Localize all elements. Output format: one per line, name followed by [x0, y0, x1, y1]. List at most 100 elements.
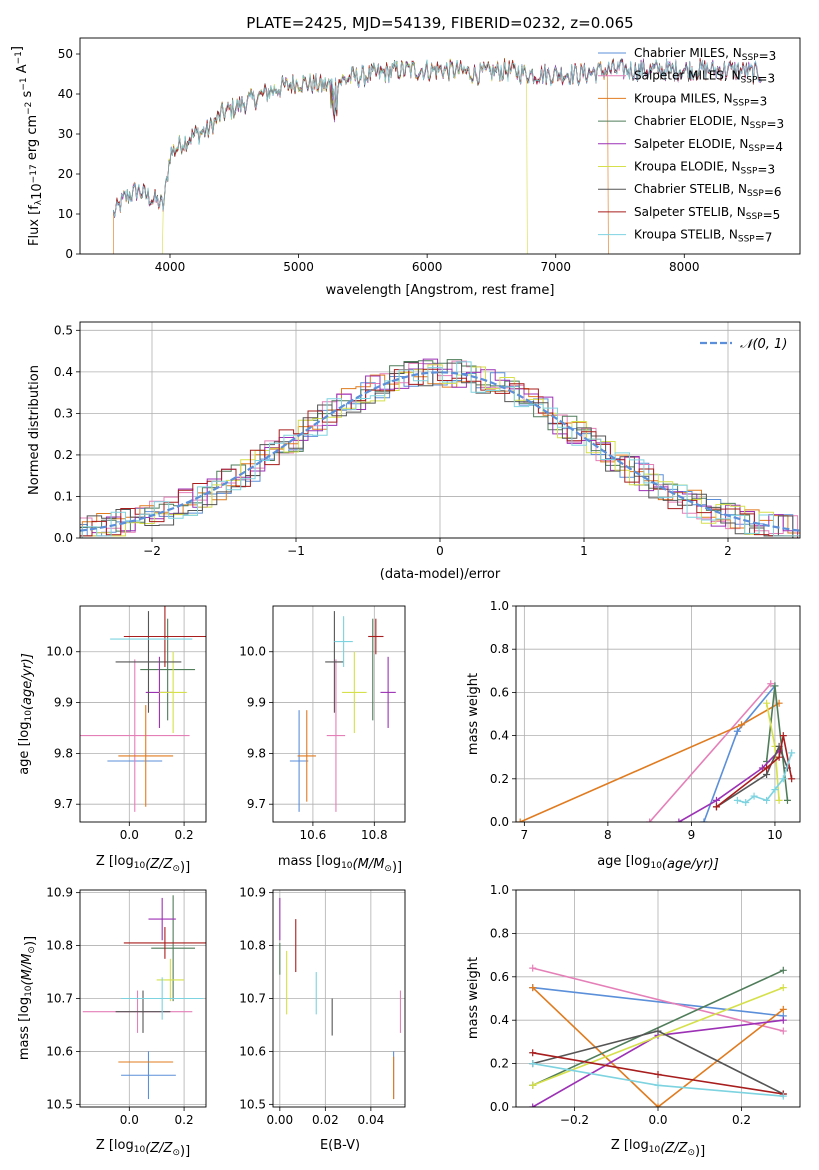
- histogram-step-chabrier-elodie: [80, 359, 794, 538]
- axes-mass_vs_Z: 0.0 0.2 10.5 10.6 10.7 10.8 10.9 Z [log10(Z/Z⊙)…: [17, 886, 207, 1159]
- x-tick-label: 9: [688, 828, 696, 842]
- weight-point-marker: [529, 1103, 537, 1107]
- legend-label: Kroupa MILES, NSSP=3: [634, 91, 767, 108]
- weight-point-marker: [779, 1016, 787, 1024]
- weight-point-marker: [733, 727, 741, 735]
- plot-area-age_vs_mass: [289, 611, 396, 812]
- axes-mass_vs_ebv: 0.00 0.02 0.04 10.5 10.6 10.7 10.8 10.9 E(B-V): [239, 886, 406, 1153]
- y-tick-label: 10.6: [46, 1044, 73, 1058]
- x-tick-label: 5000: [283, 260, 314, 274]
- y-tick-label: 10.9: [46, 886, 73, 900]
- x-tick-label: 8000: [669, 260, 700, 274]
- y-tick-label: 0.6: [490, 970, 509, 984]
- weight-point-marker: [529, 1060, 537, 1068]
- errorbar-point: [80, 659, 190, 812]
- weight-point-marker: [763, 699, 771, 707]
- weight-line: [532, 986, 784, 1017]
- y-tick-label: 10.8: [46, 939, 73, 953]
- y-tick-label: 20: [58, 167, 73, 181]
- weight-point-marker: [779, 966, 787, 974]
- axes-residuals: −2 −1 0 1 2 0.0 0.1 0.2 0.3 0.4 0.5 (data-model)/er…: [27, 321, 801, 582]
- plot-area-weight_vs_age: [516, 680, 796, 822]
- weight-point-marker: [763, 770, 771, 778]
- y-tick-label: 0: [65, 247, 73, 261]
- errorbar-point: [342, 651, 367, 734]
- plot-area-residuals: [80, 358, 800, 538]
- y-tick-label: 10.6: [239, 1044, 266, 1058]
- axes-frame: [272, 605, 406, 823]
- y-tick-label: 10.0: [239, 645, 266, 659]
- plot-area-age_vs_Z: [80, 606, 206, 812]
- weight-point-marker: [779, 984, 787, 992]
- weight-point-marker: [675, 818, 683, 822]
- histogram-step-salpeter-miles: [80, 360, 799, 538]
- axes-spectrum: 4000 5000 6000 7000 8000 0 10 20 30 40 50 wavelengt…: [10, 37, 801, 298]
- legend-label: Kroupa ELODIE, NSSP=3: [634, 160, 775, 177]
- legend-label: Salpeter STELIB, NSSP=5: [634, 205, 780, 222]
- weight-point-marker: [516, 818, 524, 822]
- histogram-step-kroupa-miles: [81, 366, 800, 538]
- errorbar-point: [115, 990, 171, 1033]
- errorbar-point: [289, 710, 309, 812]
- y-tick-label: 0.5: [54, 323, 73, 337]
- x-tick-label: 7000: [540, 260, 571, 274]
- errorbar-point: [123, 927, 206, 959]
- weight-point-marker: [712, 796, 720, 804]
- y-tick-label: 1.0: [490, 599, 509, 613]
- weight-point-marker: [779, 775, 787, 783]
- x-tick-label: 0.04: [358, 1113, 385, 1127]
- x-tick-label: 0.2: [732, 1113, 751, 1127]
- weight-point-marker: [654, 1027, 662, 1035]
- x-tick-label: 0.0: [648, 1113, 667, 1127]
- y-tick-label: 10.8: [239, 939, 266, 953]
- legend-label: Chabrier STELIB, NSSP=6: [634, 182, 782, 199]
- axes-frame: [79, 37, 801, 255]
- weight-point-marker: [788, 749, 796, 757]
- y-tick-label: 0.2: [54, 448, 73, 462]
- plot-area-weight_vs_Z: [529, 964, 787, 1107]
- y-tick-label: 10.5: [239, 1097, 266, 1111]
- legend-label: 𝒩(0, 1): [740, 337, 787, 352]
- x-tick-label: 7: [521, 828, 529, 842]
- weight-point-marker: [738, 721, 746, 729]
- y-tick-label: 10.0: [46, 645, 73, 659]
- y-tick-label: 1.0: [490, 883, 509, 897]
- y-tick-label: 0.4: [490, 1013, 509, 1027]
- weight-line: [648, 683, 772, 822]
- y-tick-label: 0.0: [54, 531, 73, 545]
- x-tick-label: 0.02: [312, 1113, 339, 1127]
- errorbar-point: [326, 659, 346, 812]
- weight-point-marker: [742, 799, 750, 807]
- errorbar-point: [121, 1051, 176, 1100]
- y-tick-label: 9.7: [54, 797, 73, 811]
- y-tick-label: 30: [58, 127, 73, 141]
- x-tick-label: 0: [436, 544, 444, 558]
- x-tick-label: −2: [143, 544, 161, 558]
- x-tick-label: −1: [287, 544, 305, 558]
- x-tick-label: 0.0: [120, 1113, 139, 1127]
- x-tick-label: 1: [580, 544, 588, 558]
- y-tick-label: 10.7: [239, 992, 266, 1006]
- x-axis-label: (data-model)/error: [380, 567, 501, 582]
- errorbar-point: [115, 611, 182, 713]
- weight-point-marker: [733, 796, 741, 804]
- weight-point-marker: [529, 1081, 537, 1089]
- weight-point-marker: [771, 682, 779, 690]
- weight-point-marker: [529, 1049, 537, 1057]
- x-tick-label: 0.00: [266, 1113, 293, 1127]
- x-tick-label: 8: [604, 828, 612, 842]
- y-tick-label: 40: [58, 87, 73, 101]
- x-axis-label: mass [log10(M/M⊙)]: [278, 854, 402, 875]
- weight-point-marker: [779, 1027, 787, 1035]
- axes-age_vs_Z: 0.0 0.2 9.7 9.8 9.9 10.0 Z [log10(Z/Z⊙)] age [l…: [17, 605, 207, 875]
- gaussian-curve: [80, 371, 800, 532]
- x-tick-label: 10.8: [361, 828, 388, 842]
- spectrum-line-kroupa-stelib: [113, 58, 762, 217]
- y-tick-label: 0.8: [490, 642, 509, 656]
- x-tick-label: 4000: [155, 260, 186, 274]
- weight-point-marker: [654, 1081, 662, 1089]
- histogram-step-kroupa-elodie: [81, 364, 800, 538]
- y-tick-label: 0.3: [54, 406, 73, 420]
- y-tick-label: 0.4: [490, 729, 509, 743]
